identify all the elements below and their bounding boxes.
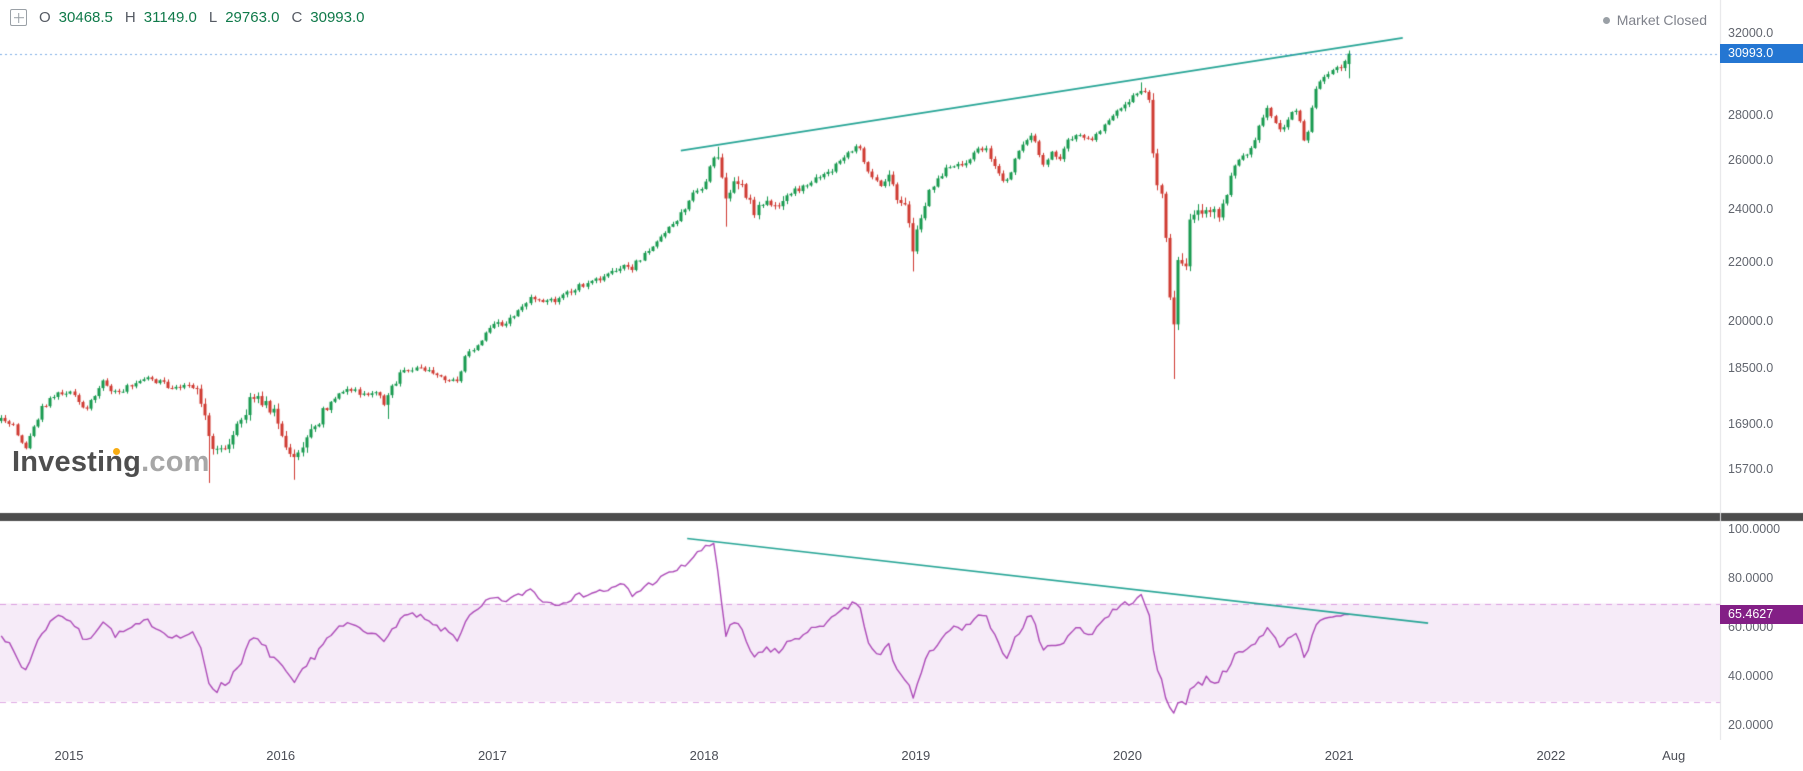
price-tick-label: 18500.0 (1728, 361, 1774, 376)
plus-box-icon[interactable] (10, 9, 27, 26)
last-price-tag: 30993.0 (1720, 43, 1803, 63)
last-price-tag-label: 30993.0 (1728, 46, 1774, 61)
rsi-tick-label: 80.0000 (1728, 571, 1774, 585)
open-value: 30468.5 (58, 9, 113, 26)
price-tick-label: 26000.0 (1728, 153, 1774, 168)
time-axis-label: 2020 (1113, 748, 1142, 763)
time-axis-label: Aug (1662, 748, 1686, 763)
market-status: Market Closed (1602, 12, 1707, 28)
rsi-axis[interactable]: 100.0000 80.0000 60.0000 40.0000 20.0000 (1720, 521, 1803, 740)
high-label: H (124, 9, 136, 26)
high-value: 31149.0 (143, 9, 197, 26)
price-tick-label: 24000.0 (1728, 202, 1774, 217)
time-axis-label: 2018 (689, 748, 719, 763)
low-value: 29763.0 (225, 9, 280, 26)
price-axis[interactable]: 32000.0 28000.0 26000.0 24000.0 22000.0 20000… (1720, 0, 1803, 513)
price-tick-label: 20000.0 (1728, 313, 1774, 328)
rsi-value-tag: 65.4627 (1720, 604, 1803, 624)
price-tick-label: 22000.0 (1728, 255, 1774, 270)
market-status-label: Market Closed (1616, 12, 1707, 28)
time-axis-label: 2015 (54, 748, 84, 763)
close-value: 30993.0 (310, 9, 365, 26)
price-tick-label: 28000.0 (1728, 107, 1774, 122)
ohlc-legend: O 30468.5 H 31149.0 L 29763.0 C 30993.0 (10, 9, 365, 26)
market-status-dot-icon (1602, 16, 1610, 24)
time-axis-label: 2017 (477, 748, 507, 763)
time-axis-label: 2021 (1324, 748, 1354, 763)
time-axis-label: 2019 (901, 748, 931, 763)
rsi-value-tag-label: 65.4627 (1728, 607, 1774, 622)
time-axis-label: 2022 (1536, 748, 1566, 763)
rsi-tick-label: 20.0000 (1728, 718, 1774, 732)
rsi-tick-label: 100.0000 (1728, 522, 1781, 536)
low-label: L (208, 9, 218, 26)
close-label: C (291, 9, 303, 26)
rsi-tick-label: 40.0000 (1728, 669, 1774, 683)
open-label: O (39, 9, 51, 26)
price-tick-label: 15700.0 (1728, 461, 1774, 476)
time-axis-label: 2016 (266, 748, 296, 763)
time-axis[interactable]: 2015 2016 2017 2018 2019 2020 2021 2022 Aug (0, 740, 1803, 771)
price-tick-label: 16900.0 (1728, 416, 1774, 431)
price-tick-label: 32000.0 (1728, 26, 1774, 40)
